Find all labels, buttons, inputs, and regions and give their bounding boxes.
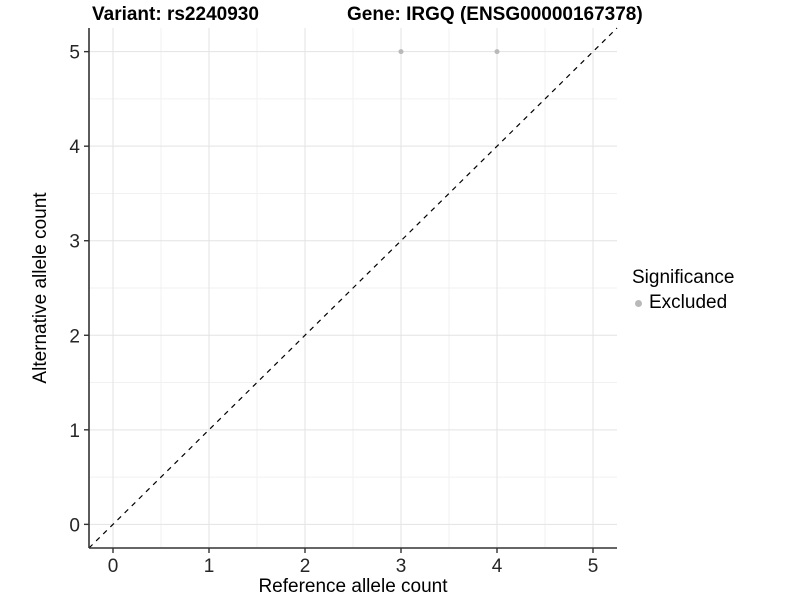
legend-item-label: Excluded: [649, 292, 728, 313]
y-tick-label: 2: [69, 326, 80, 347]
y-tick-label: 3: [69, 232, 80, 253]
x-tick-label: 4: [492, 556, 503, 577]
excluded-dot-icon: [635, 299, 642, 307]
legend: Significance Excluded: [632, 267, 734, 314]
y-tick-label: 5: [69, 43, 80, 64]
y-tick-label: 4: [69, 137, 80, 158]
y-tick-label: 1: [69, 421, 80, 442]
y-tick-label: 0: [69, 515, 80, 536]
data-point[interactable]: [398, 49, 404, 55]
x-tick-label: 2: [300, 556, 311, 577]
legend-item-excluded: Excluded: [632, 292, 734, 314]
x-tick-label: 5: [588, 556, 599, 577]
gene-title: Gene: IRGQ (ENSG00000167378): [347, 4, 643, 25]
data-point[interactable]: [494, 49, 500, 55]
x-axis-title: Reference allele count: [258, 576, 448, 597]
y-axis-title: Alternative allele count: [30, 192, 51, 384]
x-tick-label: 0: [108, 556, 119, 577]
variant-title: Variant: rs2240930: [92, 4, 259, 25]
legend-title: Significance: [632, 267, 735, 288]
identity-reference-line: [88, 27, 618, 549]
x-tick-label: 3: [396, 556, 407, 577]
x-tick-label: 1: [204, 556, 215, 577]
